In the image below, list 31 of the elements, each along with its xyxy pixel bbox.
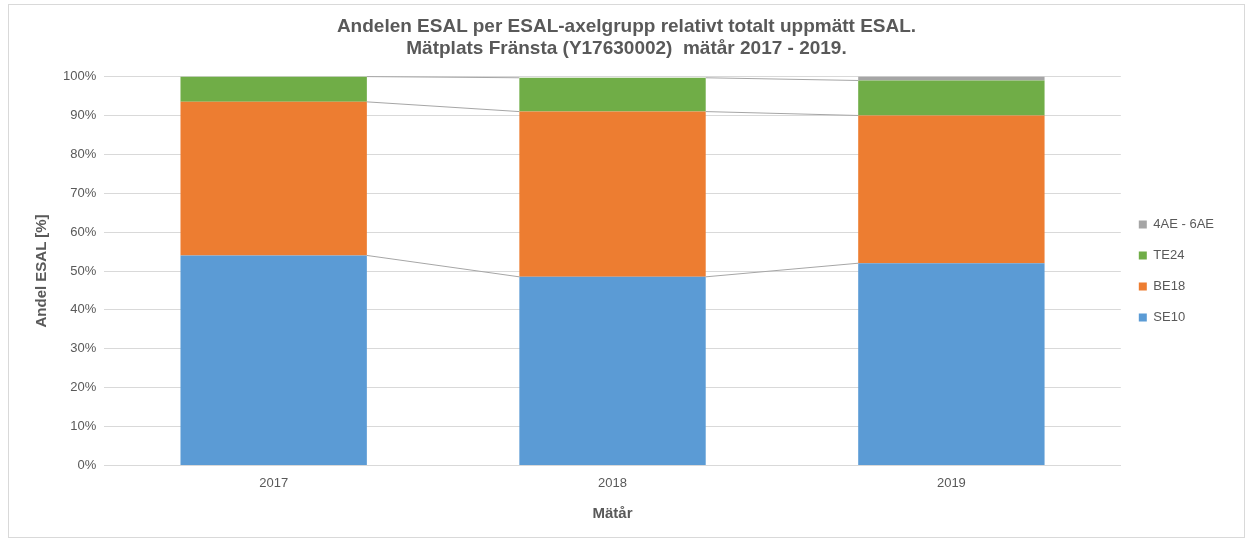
x-tick-label: 2017 [259,474,289,490]
bar [858,80,1045,116]
text: Mätplats Fränsta (Y17630002) mätår 2017 - 2019. [406,37,847,59]
y-tick-label: 10% [70,418,97,434]
y-tick-label: 70% [70,184,97,200]
y-tick-label: 50% [70,262,97,278]
bar [519,77,706,112]
y-tick-label: 40% [70,301,97,317]
y-axis-title: Andel ESAL [%] [32,214,50,328]
legend-label: BE18 [1153,278,1186,294]
y-tick-label: 100% [63,68,97,84]
y-tick-label: 80% [70,145,97,161]
bar [858,115,1045,264]
x-tick-label: 2018 [598,474,627,490]
y-tick-label: 30% [70,340,97,356]
legend-label: SE10 [1153,309,1186,325]
bar [519,276,706,465]
bar [858,263,1045,465]
y-tick-label: 60% [70,223,97,239]
x-tick-label: 2019 [936,474,966,490]
bar [519,111,706,277]
y-tick-label: 20% [70,379,97,395]
x-axis-title: Mätår [592,504,633,522]
y-tick-label: 90% [70,107,97,123]
bar [180,255,367,465]
legend-label: TE24 [1153,247,1185,263]
legend-label: 4AE - 6AE [1153,216,1215,232]
text: Andelen ESAL per ESAL-axelgrupp relativt totalt uppmätt ESAL. [336,14,917,36]
y-tick-label: 0% [77,456,97,472]
bar [180,101,367,256]
bar [180,76,367,102]
